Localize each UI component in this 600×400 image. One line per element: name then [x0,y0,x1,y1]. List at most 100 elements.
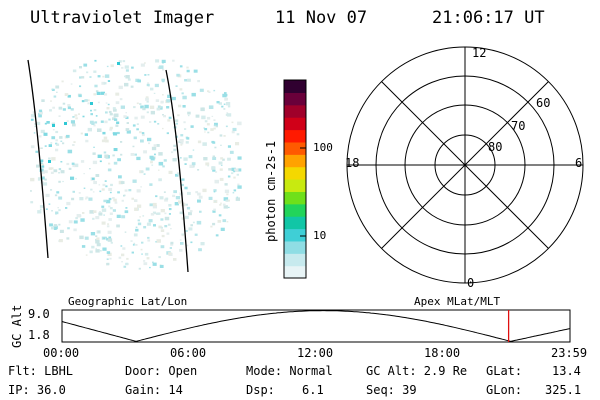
speckle [176,73,180,77]
speckle [54,194,58,197]
speckle [179,65,183,68]
speckle [58,223,61,226]
speckle [237,183,240,186]
speckle [80,132,83,135]
speckle [40,129,45,134]
speckle [41,176,45,180]
speckle [101,205,105,208]
speckle [160,101,164,104]
speckle [160,226,163,229]
speckle [38,135,42,138]
speckle [160,229,165,232]
speckle [224,189,230,194]
speckle [147,137,152,142]
speckle [148,219,153,223]
speckle [180,144,183,146]
speckle [39,111,43,115]
speckle [105,102,108,104]
speckle [227,157,231,161]
speckle [149,105,155,109]
speckle [214,146,217,149]
speckle [222,219,227,223]
colorbar-label-100: 100 [313,141,333,154]
speckle [48,203,51,205]
speckle [114,118,118,121]
speckle [145,96,149,99]
speckle [144,104,149,109]
speckle [73,220,78,224]
speckle [133,242,136,245]
speckle [104,93,108,96]
speckle [225,125,228,128]
speckle [213,127,216,130]
speckle [159,196,164,200]
speckle [147,82,150,84]
speckle [102,131,106,135]
speckle [133,233,138,237]
speckle [224,92,227,95]
speckle [168,208,172,211]
speckle [106,225,110,228]
speckle [213,119,216,121]
speckle [157,123,160,125]
speckle [109,212,113,215]
speckle [85,198,87,200]
speckle [228,168,232,171]
timeline-left-title: Geographic Lat/Lon [68,295,188,308]
speckle [103,82,107,85]
speckle [191,92,196,97]
speckle [163,159,167,162]
speckle [162,94,164,96]
speckle [140,186,142,188]
speckle [120,181,125,184]
speckle [146,100,149,103]
speckle [144,74,147,76]
speckle [79,85,82,88]
speckle [139,216,141,218]
speckle [66,201,71,206]
speckle [125,112,127,114]
speckle [91,177,95,180]
speckle [119,98,123,101]
speckle [88,197,93,201]
speckle [66,237,70,240]
speckle [75,117,78,120]
speckle [191,162,196,166]
speckle [98,211,101,213]
speckle [124,75,126,78]
speckle [132,145,135,148]
speckle [66,162,70,166]
speckle [136,156,141,161]
speckle [39,208,42,210]
speckle [226,112,229,114]
speckle [94,84,98,88]
speckle [124,210,129,214]
speckle [146,257,150,260]
speckle [126,263,129,266]
speckle [83,187,86,189]
speckle [116,121,120,124]
speckle [190,241,193,244]
speckle [39,163,44,168]
speckle [108,197,112,201]
speckle [236,133,240,136]
speckle [220,227,225,231]
speckle [220,164,223,166]
speckle [106,107,110,110]
status-filter: Flt: LBHL [8,364,74,378]
speckle [173,258,177,261]
speckle [52,106,55,109]
speckle [175,196,180,200]
speckle [158,256,161,259]
speckle [136,123,139,125]
speckle [211,115,214,117]
speckle [126,257,129,260]
speckle [163,115,166,118]
speckle [145,97,149,101]
speckle [215,125,218,128]
status-glat-label: GLat: [486,364,523,378]
speckle [121,215,126,219]
speckle [53,225,58,230]
speckle [207,165,209,167]
speckle [30,118,34,121]
